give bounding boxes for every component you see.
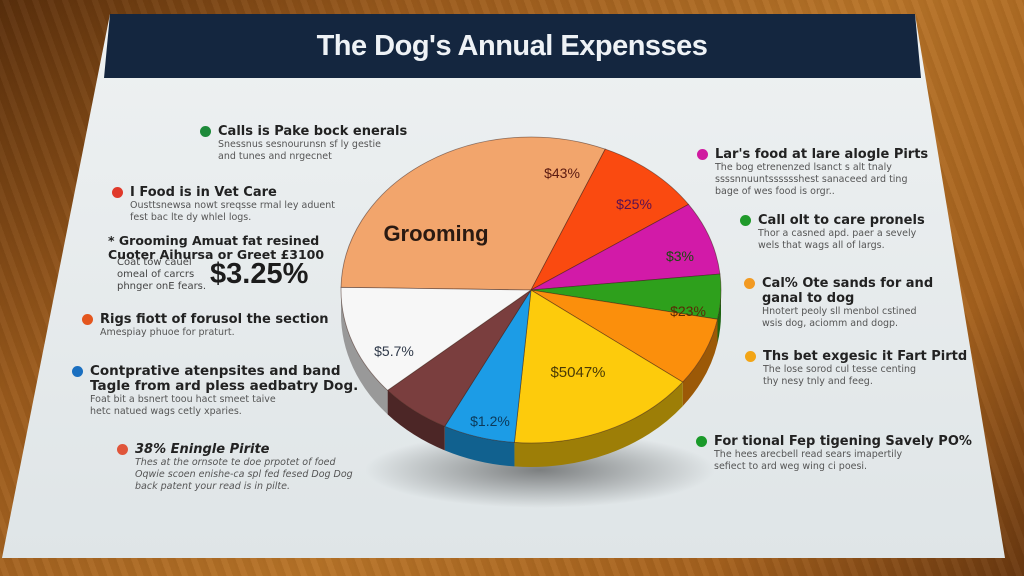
pie-slice-side bbox=[387, 390, 445, 451]
pie-slice-side bbox=[717, 290, 721, 344]
pie-slice-side bbox=[341, 290, 388, 415]
legend-dot-icon bbox=[696, 436, 707, 447]
legend-item-lars-food: Lar's food at lare alogle Pirts The bog … bbox=[697, 147, 928, 198]
pie-slice-label: $43% bbox=[544, 165, 580, 181]
pie-slice-label: $23% bbox=[670, 303, 706, 319]
pie-slice bbox=[530, 148, 690, 291]
pie-slice-label: $25% bbox=[616, 196, 652, 212]
pie-slice-label: $1.2% bbox=[470, 413, 510, 429]
legend-item-fortional: For tional Fep tigening Savely PO% The h… bbox=[696, 434, 972, 473]
legend-item-rigs: Rigs fiott of forusol the section Amespi… bbox=[82, 312, 329, 339]
legend-dot-icon bbox=[697, 149, 708, 160]
legend-item-call-care: Call olt to care pronels Thor a casned a… bbox=[740, 213, 925, 252]
page-title: The Dog's Annual Expensses bbox=[316, 30, 708, 62]
legend-dot-icon bbox=[82, 314, 93, 325]
legend-item-contprative: Contprative atenpsites and band Tagle fr… bbox=[72, 364, 358, 418]
pie-slice bbox=[513, 289, 684, 444]
legend-item-eningle: 38% Eningle Pirite Thes at the ornsote t… bbox=[117, 442, 353, 493]
legend-dot-icon bbox=[117, 444, 128, 455]
pie-slice bbox=[340, 286, 533, 391]
grooming-stat: $3.25% bbox=[210, 258, 309, 290]
grooming-note: * Grooming Amuat fat resined Cuoter Aihu… bbox=[108, 233, 325, 262]
legend-dot-icon bbox=[72, 366, 83, 377]
pie-slice-label: $5.7% bbox=[374, 343, 414, 359]
legend-dot-icon bbox=[745, 351, 756, 362]
legend-dot-icon bbox=[744, 278, 755, 289]
legend-item-food-vet: I Food is in Vet Care Ousttsnewsa nowt s… bbox=[112, 185, 335, 224]
grooming-note-body: Coat tow cauel omeal of carcrs phnger on… bbox=[117, 257, 207, 292]
pie-labels: Grooming $43% $25% $3% $23% $5047% $1.2% $5.7% bbox=[374, 165, 706, 429]
pie-slice-label: Grooming bbox=[383, 221, 488, 246]
pie-slice-side bbox=[682, 319, 718, 407]
pie-depth bbox=[341, 290, 721, 467]
legend-dot-icon bbox=[200, 126, 211, 137]
title-banner bbox=[104, 14, 921, 78]
legend-dot-icon bbox=[112, 187, 123, 198]
pie-slice-side bbox=[514, 382, 683, 467]
pie-chart bbox=[340, 136, 722, 444]
pie-slice-side bbox=[444, 426, 515, 467]
legend-item-ths-bet: Ths bet exgesic it Fart Pirtd The lose s… bbox=[745, 349, 967, 388]
legend-item-cal-sands: Cal% Ote sands for and ganal to dog Hnot… bbox=[744, 276, 933, 330]
pie-slice-label: $3% bbox=[666, 248, 694, 264]
pie-slice bbox=[340, 136, 606, 291]
pie-slice bbox=[530, 203, 721, 291]
legend-dot-icon bbox=[740, 215, 751, 226]
pie-slice-label: $5047% bbox=[550, 364, 605, 381]
legend-item-calls: Calls is Pake bock enerals Snessnus sesn… bbox=[200, 124, 407, 163]
